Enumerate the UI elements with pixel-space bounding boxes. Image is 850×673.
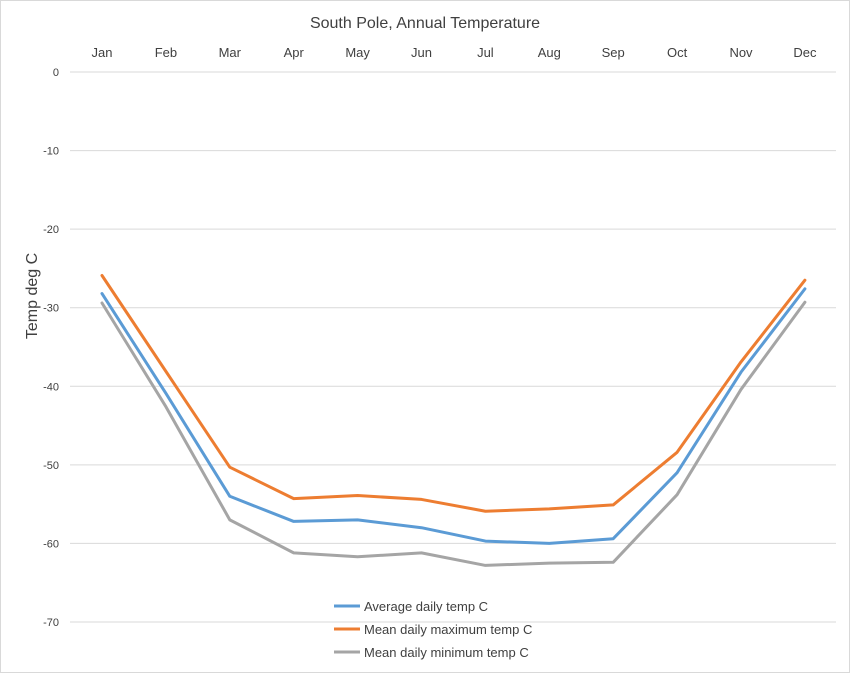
y-tick-label: -20 [43,224,59,236]
y-tick-label: -10 [43,146,59,158]
legend-item-1: Average daily temp C [334,599,488,614]
gridlines [70,71,836,623]
y-tick-label: 0 [53,67,59,79]
legend-item-2: Mean daily maximum temp C [334,622,532,637]
y-axis-title: Temp deg C [24,253,41,339]
y-tick-label: -40 [43,381,59,393]
x-tick-label-nov: Nov [729,45,753,60]
legend-item-3: Mean daily minimum temp C [334,645,529,660]
chart-title: South Pole, Annual Temperature [310,15,540,32]
series-line-3 [100,300,807,567]
y-tick-label: -30 [43,303,59,315]
x-tick-label-jul: Jul [477,45,494,60]
series-lines [100,274,807,567]
legend-label: Mean daily minimum temp C [364,645,529,660]
y-tick-label: -50 [43,460,59,472]
x-tick-label-feb: Feb [155,45,177,60]
x-tick-label-jun: Jun [411,45,432,60]
x-tick-label-aug: Aug [538,45,561,60]
x-tick-label-mar: Mar [219,45,242,60]
legend-label: Mean daily maximum temp C [364,622,532,637]
x-axis-labels: Jan Feb Mar Apr May Jun Jul Aug Sep Oct Nov Dec [92,45,817,60]
y-tick-label: -70 [43,617,59,629]
x-tick-label-jan: Jan [92,45,113,60]
legend: Average daily temp C Mean daily maximum t… [334,599,532,660]
x-tick-label-dec: Dec [793,45,817,60]
series-line-2 [100,274,807,513]
x-tick-label-may: May [345,45,370,60]
x-tick-label-oct: Oct [667,45,688,60]
series-line-1 [100,287,807,545]
x-tick-label-sep: Sep [602,45,625,60]
legend-label: Average daily temp C [364,599,488,614]
y-axis-ticks: 0 -10 -20 -30 -40 -50 -60 -70 [43,67,59,629]
y-tick-label: -60 [43,538,59,550]
x-tick-label-apr: Apr [284,45,305,60]
